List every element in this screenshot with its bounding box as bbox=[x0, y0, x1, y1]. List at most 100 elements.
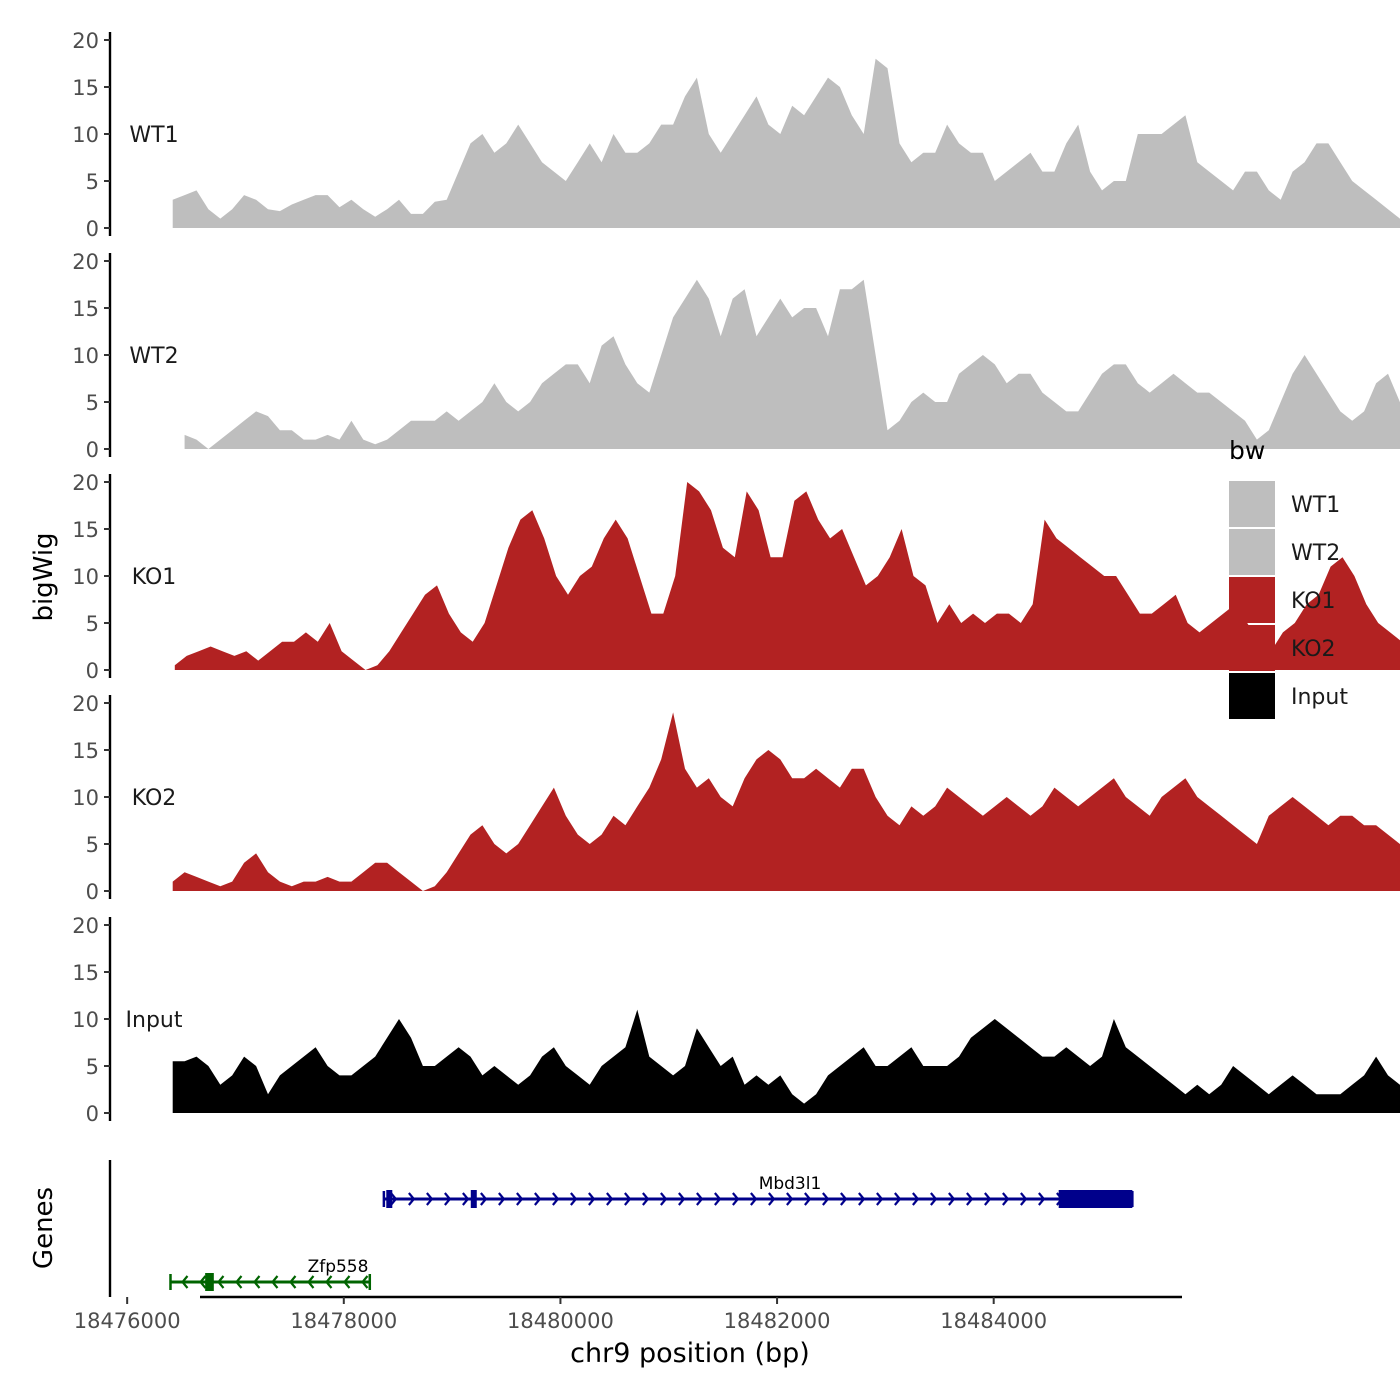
strand-chevron bbox=[696, 1192, 704, 1206]
legend-swatch-wt1 bbox=[1229, 481, 1275, 527]
strand-chevron bbox=[498, 1192, 506, 1206]
exon bbox=[470, 1190, 477, 1208]
strand-chevron bbox=[822, 1192, 830, 1206]
panel-ko2: 0 5 10 15 20 KO2 bbox=[72, 692, 1400, 904]
strand-chevron bbox=[840, 1192, 848, 1206]
y-tick-label: 10 bbox=[72, 786, 99, 810]
gene-label: Mbd3l1 bbox=[759, 1174, 822, 1194]
strand-chevron bbox=[984, 1192, 992, 1206]
legend: bw WT1 WT2 KO1 KO2 Input bbox=[1229, 436, 1348, 719]
exon bbox=[386, 1190, 393, 1208]
legend-swatch-input bbox=[1229, 673, 1275, 719]
area-ko1 bbox=[174, 482, 1400, 670]
strand-chevron bbox=[948, 1192, 956, 1206]
y-tick-label: 10 bbox=[72, 344, 99, 368]
y-tick-label: 15 bbox=[72, 518, 99, 542]
y-tick-label: 5 bbox=[86, 833, 99, 857]
legend-title: bw bbox=[1229, 436, 1265, 465]
strand-chevron bbox=[516, 1192, 524, 1206]
legend-swatch-wt2 bbox=[1229, 529, 1275, 575]
area-input bbox=[172, 1009, 1400, 1113]
strand-chevron bbox=[444, 1192, 452, 1206]
strand-chevron bbox=[732, 1192, 740, 1206]
y-tick-label: 10 bbox=[72, 1008, 99, 1032]
y-axis-title: bigWig bbox=[29, 532, 59, 621]
panel-label-ko1: KO1 bbox=[132, 565, 177, 590]
strand-chevron bbox=[1002, 1192, 1010, 1206]
legend-swatch-ko1 bbox=[1229, 577, 1275, 623]
coding-region bbox=[205, 1273, 214, 1291]
strand-chevron bbox=[642, 1192, 650, 1206]
y-tick-label: 0 bbox=[86, 880, 99, 904]
y-tick-label: 20 bbox=[72, 914, 99, 938]
y-tick-label: 5 bbox=[86, 170, 99, 194]
strand-chevron bbox=[552, 1192, 560, 1206]
x-tick-label: 18480000 bbox=[507, 1309, 614, 1333]
panel-label-input: Input bbox=[126, 1008, 183, 1033]
y-tick-label: 15 bbox=[72, 961, 99, 985]
y-tick-label: 10 bbox=[72, 565, 99, 589]
y-tick-label: 5 bbox=[86, 1055, 99, 1079]
panel-input: 0 5 10 15 20 Input bbox=[72, 914, 1400, 1126]
legend-label-wt2: WT2 bbox=[1291, 541, 1340, 566]
bigwig-panels: 0 5 10 15 20 WT1 0 5 10 15 20 WT2 0 5 10 15 20 KO1 0 5 10 15 2… bbox=[72, 29, 1400, 1126]
y-tick-label: 5 bbox=[86, 612, 99, 636]
panel-ko1: 0 5 10 15 20 KO1 bbox=[72, 471, 1400, 683]
gene-label: Zfp558 bbox=[308, 1257, 369, 1277]
strand-chevron bbox=[390, 1192, 398, 1206]
legend-label-ko1: KO1 bbox=[1291, 589, 1336, 614]
strand-chevron bbox=[660, 1192, 668, 1206]
strand-chevron bbox=[343, 1275, 351, 1289]
y-tick-label: 20 bbox=[72, 29, 99, 53]
x-tick-label: 18476000 bbox=[74, 1309, 181, 1333]
area-wt2 bbox=[184, 279, 1400, 449]
strand-chevron bbox=[480, 1192, 488, 1206]
area-ko2 bbox=[172, 712, 1400, 891]
panel-label-ko2: KO2 bbox=[132, 786, 177, 811]
strand-chevron bbox=[325, 1275, 333, 1289]
y-tick-label: 0 bbox=[86, 217, 99, 241]
x-axis: 18476000 18478000 18480000 18482000 18484000 bbox=[74, 1295, 1182, 1333]
strand-chevron bbox=[199, 1275, 207, 1289]
gene-mbd3l1: Mbd3l1 bbox=[382, 1174, 1134, 1208]
y-tick-label: 0 bbox=[86, 1102, 99, 1126]
area-wt1 bbox=[172, 58, 1400, 228]
legend-label-wt1: WT1 bbox=[1291, 493, 1340, 518]
strand-chevron bbox=[462, 1192, 470, 1206]
strand-chevron bbox=[253, 1275, 261, 1289]
strand-chevron bbox=[588, 1192, 596, 1206]
strand-chevron bbox=[678, 1192, 686, 1206]
y-tick-label: 20 bbox=[72, 692, 99, 716]
strand-chevron bbox=[408, 1192, 416, 1206]
y-tick-label: 15 bbox=[72, 739, 99, 763]
strand-chevron bbox=[768, 1192, 776, 1206]
panel-wt2: 0 5 10 15 20 WT2 bbox=[72, 250, 1400, 462]
strand-chevron bbox=[289, 1275, 297, 1289]
x-tick-label: 18482000 bbox=[724, 1309, 831, 1333]
strand-chevron bbox=[361, 1275, 369, 1289]
strand-chevron bbox=[534, 1192, 542, 1206]
y-tick-label: 0 bbox=[86, 438, 99, 462]
x-axis-title: chr9 position (bp) bbox=[570, 1338, 810, 1369]
strand-chevron bbox=[858, 1192, 866, 1206]
y-tick-label: 0 bbox=[86, 659, 99, 683]
legend-swatch-ko2 bbox=[1229, 625, 1275, 671]
strand-chevron bbox=[570, 1192, 578, 1206]
strand-chevron bbox=[714, 1192, 722, 1206]
y-tick-label: 15 bbox=[72, 76, 99, 100]
panel-wt1: 0 5 10 15 20 WT1 bbox=[72, 29, 1400, 241]
gene-zfp558: Zfp558 bbox=[169, 1257, 372, 1291]
y-tick-label: 20 bbox=[72, 471, 99, 495]
panel-label-wt2: WT2 bbox=[129, 344, 178, 369]
y-tick-label: 15 bbox=[72, 297, 99, 321]
strand-chevron bbox=[750, 1192, 758, 1206]
gene-track: Mbd3l1 Zfp558 bbox=[108, 1160, 1134, 1297]
strand-chevron bbox=[217, 1275, 225, 1289]
y-tick-label: 20 bbox=[72, 250, 99, 274]
strand-chevron bbox=[804, 1192, 812, 1206]
strand-chevron bbox=[786, 1192, 794, 1206]
legend-label-input: Input bbox=[1291, 685, 1348, 710]
strand-chevron bbox=[966, 1192, 974, 1206]
strand-chevron bbox=[181, 1275, 189, 1289]
